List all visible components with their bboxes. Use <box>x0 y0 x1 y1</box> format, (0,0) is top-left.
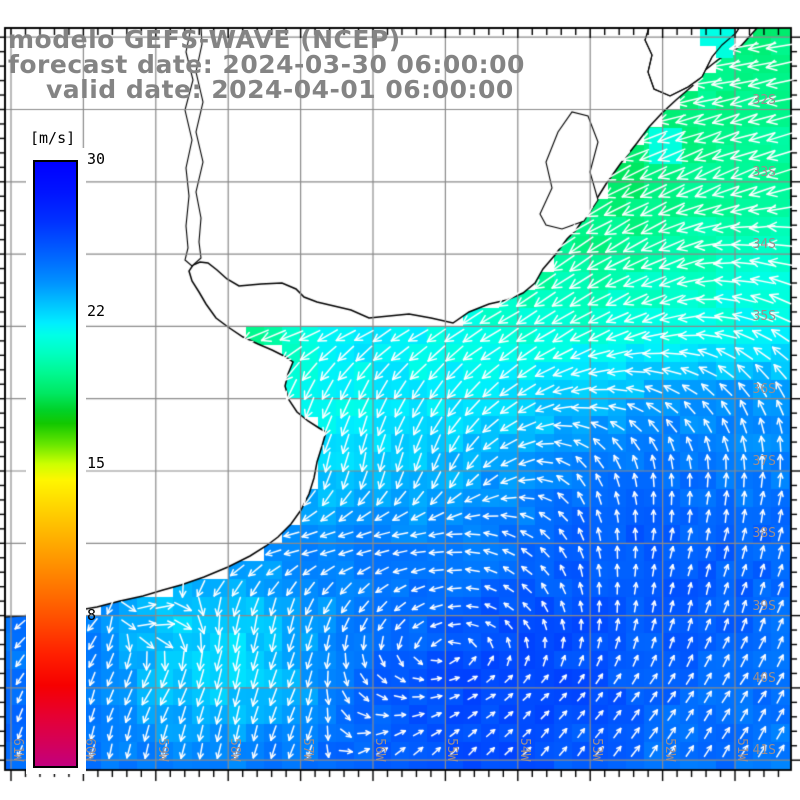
lon-label-53W: 53W <box>589 738 605 762</box>
lat-label-34S: 34S <box>752 237 776 253</box>
lon-label-51W: 51W <box>734 738 749 762</box>
lat-label-41S: 41S <box>752 743 776 759</box>
colorbar-tick-8: 8 <box>87 606 97 624</box>
lat-label-37S: 37S <box>752 454 776 469</box>
lat-label-39S: 39S <box>752 598 776 614</box>
colorbar-gradient <box>33 160 78 768</box>
lat-label-32S: 32S <box>752 92 776 108</box>
lat-label-38S: 38S <box>752 526 776 542</box>
lat-label-40S: 40S <box>752 670 776 686</box>
forecast-date: forecast date: 2024-03-30 06:00:00 <box>8 50 525 79</box>
lon-label-58W: 58W <box>227 738 243 762</box>
valid-date: valid date: 2024-04-01 06:00:00 <box>46 75 514 104</box>
lat-label-35S: 35S <box>752 309 776 325</box>
lat-label-33S: 33S <box>752 164 776 180</box>
lat-label-36S: 36S <box>752 381 776 397</box>
colorbar-unit-label: [m/s] <box>30 129 76 147</box>
lon-label-59W: 59W <box>154 738 170 762</box>
colorbar-tick-30: 30 <box>87 150 106 168</box>
lon-label-61W: 61W <box>10 738 25 762</box>
lon-label-57W: 57W <box>299 738 315 762</box>
lon-label-55W: 55W <box>444 738 460 762</box>
colorbar-tick-15: 15 <box>87 454 106 472</box>
lon-label-54W: 54W <box>516 738 532 762</box>
colorbar-tick-22: 22 <box>87 302 106 320</box>
model-title: modelo GEFS-WAVE (NCEP) <box>8 25 401 54</box>
lon-label-52W: 52W <box>661 738 677 762</box>
lon-label-56W: 56W <box>372 738 387 762</box>
